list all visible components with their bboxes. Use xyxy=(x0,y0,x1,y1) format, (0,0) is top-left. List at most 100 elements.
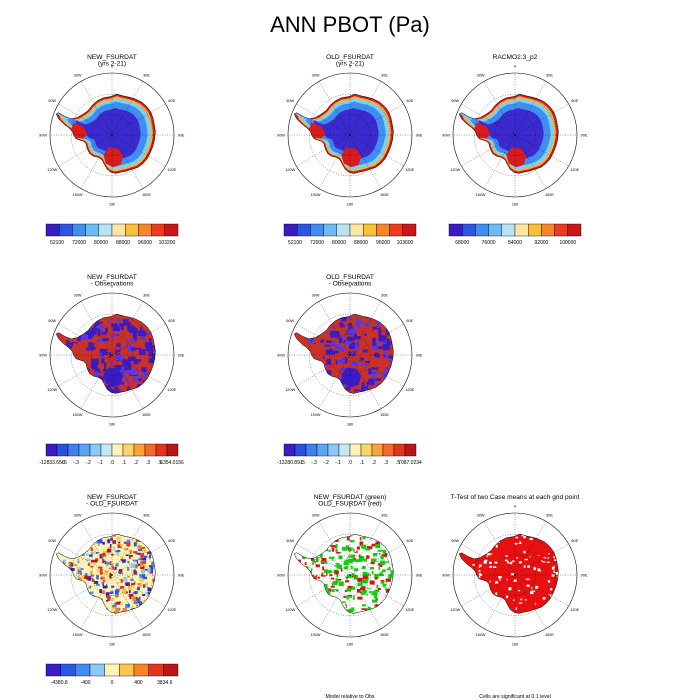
meridian-label: 0 xyxy=(111,284,113,288)
meridian-label: 150E xyxy=(142,633,151,637)
meridian-line xyxy=(296,574,351,607)
meridian-label: 30E xyxy=(381,74,388,78)
meridian-line xyxy=(58,323,113,356)
meridian-label: 150W xyxy=(73,633,83,637)
panel-title: - Observations xyxy=(91,281,135,288)
colorbar-cell xyxy=(567,223,582,237)
colorbar-cell xyxy=(56,443,69,457)
meridian-line xyxy=(461,103,516,136)
map-panel: OLD_FSURDAT(yrs 2-21)0 30E 60E 90E 120E 150E 1… xyxy=(277,54,423,246)
colorbar-cell xyxy=(98,223,113,237)
meridian-label: 180 xyxy=(512,642,518,646)
colorbar-cell xyxy=(111,443,124,457)
panel-title: NEW_FSURDAT (green) xyxy=(314,494,387,501)
meridian-label: 60E xyxy=(168,319,175,323)
colorbar-label: 0 xyxy=(111,680,114,686)
colorbar-label: -400 xyxy=(81,680,91,686)
map-boundary xyxy=(287,72,413,198)
meridian-label: 120E xyxy=(405,168,414,172)
colorbar-cell xyxy=(349,443,362,457)
panel-title: RACMO2.3_p2 xyxy=(493,54,538,61)
meridian-line xyxy=(461,574,516,607)
meridian-label: 150E xyxy=(545,193,554,197)
meridian-label: 180 xyxy=(109,202,115,206)
meridian-label: 90W xyxy=(442,133,450,137)
colorbar-cell xyxy=(327,443,340,457)
colorbar-cell xyxy=(402,223,417,237)
meridian-label: 30W xyxy=(74,514,82,518)
map-boundary xyxy=(452,512,578,638)
coastline xyxy=(293,313,394,394)
colorbar-label: -.5 xyxy=(61,460,67,466)
colorbar-cell xyxy=(45,443,58,457)
colorbar: -4380.8 -400 0 400 3834.6 xyxy=(45,663,179,686)
meridian-line xyxy=(296,543,351,576)
colorbar-label: 80000 xyxy=(94,240,108,246)
map-boundary xyxy=(452,72,578,198)
meridian-label: 150W xyxy=(311,633,321,637)
meridian-label: 60E xyxy=(168,99,175,103)
meridian-line xyxy=(318,134,351,189)
meridian-label: 30E xyxy=(381,514,388,518)
meridian-label: 180 xyxy=(347,202,353,206)
meridian-label: 60W xyxy=(48,539,56,543)
meridian-line xyxy=(111,574,166,607)
colorbar-cell xyxy=(349,223,364,237)
colorbar-cell xyxy=(164,223,179,237)
panel-title: NEW_FSURDAT xyxy=(87,54,137,61)
antarctica-field xyxy=(56,94,156,174)
meridian-label: 30W xyxy=(477,514,485,518)
meridian-label: 30E xyxy=(143,74,150,78)
coastline xyxy=(293,533,394,614)
meridian-line xyxy=(111,354,144,409)
meridian-label: 90E xyxy=(178,573,185,577)
meridian-label: 150E xyxy=(545,633,554,637)
meridian-line xyxy=(349,81,382,136)
meridian-line xyxy=(80,134,113,189)
meridian-line xyxy=(349,521,382,576)
meridian-label: 90W xyxy=(442,573,450,577)
meridian-line xyxy=(80,521,113,576)
meridian-label: 60W xyxy=(48,99,56,103)
colorbar-cell xyxy=(462,223,476,237)
meridian-label: 60E xyxy=(406,99,413,103)
colorbar-label: -.5 xyxy=(299,460,305,466)
meridian-label: 150E xyxy=(380,193,389,197)
colorbar-label: 103200 xyxy=(159,240,176,246)
meridian-label: 150W xyxy=(73,413,83,417)
colorbar-cell xyxy=(45,663,61,677)
meridian-line xyxy=(58,574,113,607)
map-boundary xyxy=(49,72,175,198)
meridian-label: 90E xyxy=(581,573,588,577)
colorbar-label: 72000 xyxy=(310,240,324,246)
meridian-line xyxy=(349,134,404,167)
meridian-label: 120E xyxy=(167,168,176,172)
meridian-line xyxy=(80,301,113,356)
page-title: ANN PBOT (Pa) xyxy=(270,12,430,37)
meridian-line xyxy=(111,301,144,356)
colorbar-label: .3 xyxy=(146,460,150,466)
meridian-line xyxy=(349,103,404,136)
meridian-label: 90W xyxy=(39,133,47,137)
colorbar-cell xyxy=(310,223,324,237)
map-panel: NEW_FSURDAT(yrs 2-21)0 30E 60E 90E 120E 150E 1… xyxy=(39,54,185,246)
panel-caption: Cells are significant at 0.1 level xyxy=(479,694,551,700)
colorbar-cell xyxy=(67,443,80,457)
colorbar-cell xyxy=(338,443,351,457)
colorbar-label: .5 xyxy=(158,460,162,466)
meridian-label: 180 xyxy=(109,422,115,426)
meridian-line xyxy=(514,81,547,136)
meridian-line xyxy=(318,574,351,629)
colorbar-label: 88000 xyxy=(354,240,368,246)
antarctica-field xyxy=(459,94,559,174)
meridian-label: 0 xyxy=(514,64,516,68)
meridian-line xyxy=(349,301,382,356)
meridian-line xyxy=(349,574,382,629)
colorbar-label: 68000 xyxy=(455,240,469,246)
colorbar-cell xyxy=(85,223,99,237)
colorbar-cell xyxy=(122,443,135,457)
colorbar-cell xyxy=(501,223,516,237)
meridian-label: 150E xyxy=(142,413,151,417)
meridian-label: 90E xyxy=(416,133,423,137)
